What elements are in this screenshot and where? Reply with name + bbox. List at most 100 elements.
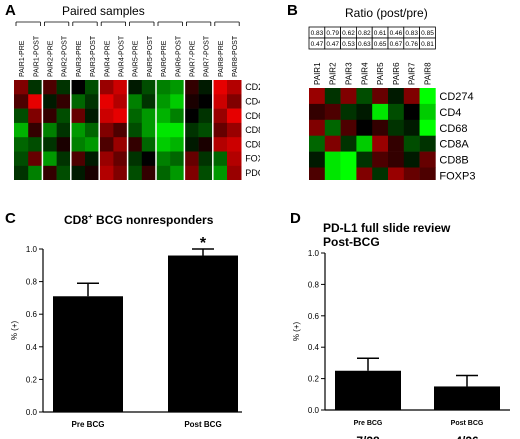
column-label: PAIR7-PRE <box>190 40 197 77</box>
heatmap-cell <box>419 135 436 152</box>
y-tick-label: 0.2 <box>26 375 38 384</box>
heatmap-cell <box>56 80 72 95</box>
heatmap-cell <box>340 135 357 152</box>
ratio-value: 0.65 <box>374 41 387 48</box>
heatmap-cell <box>14 137 29 152</box>
heatmap-cell <box>14 165 29 180</box>
heatmap-cell <box>212 165 228 180</box>
heatmap-cell <box>227 165 242 180</box>
heatmap-cell <box>403 135 420 152</box>
heatmap-cell <box>309 151 326 168</box>
column-label: PAIR8-POST <box>232 35 239 77</box>
ratio-value: 0.85 <box>421 30 434 37</box>
ratio-value: 0.47 <box>311 41 324 48</box>
heatmap-cell <box>99 151 114 167</box>
panel-c-title-rest: BCG nonresponders <box>92 213 214 227</box>
heatmap-cell <box>372 103 389 121</box>
column-label: PAIR7-POST <box>204 35 211 77</box>
heatmap-cell <box>356 151 373 168</box>
heatmap-cell <box>156 80 171 95</box>
category-label: Post BCG <box>451 420 484 427</box>
heatmap-cell <box>70 137 86 152</box>
heatmap-cell <box>141 80 157 95</box>
significance-marker: * <box>200 235 207 252</box>
panel-a-title: Paired samples <box>62 4 145 18</box>
heatmap-cell <box>198 80 214 95</box>
heatmap-cell <box>70 94 86 109</box>
heatmap-cell <box>184 80 199 95</box>
y-axis-label: % (+) <box>10 321 19 341</box>
y-tick-label: 0.8 <box>26 278 38 287</box>
heatmap-cell <box>340 103 357 121</box>
ratio-value: 0.53 <box>342 41 355 48</box>
row-label: CD4 <box>439 107 461 119</box>
heatmap-cell <box>156 165 171 180</box>
ratio-cell <box>419 37 436 50</box>
panel-d-title: PD-L1 full slide review Post-BCG <box>323 221 450 249</box>
column-label: PAIR8-PRE <box>218 40 225 77</box>
heatmap-cell <box>113 122 128 138</box>
heatmap-cell <box>127 94 143 109</box>
bar <box>335 370 401 410</box>
row-label: CD4 <box>245 96 260 106</box>
bar-chart-cd8: 0.0 0.2 0.4 0.6 0.8 1.0 % (+) Pre BCG Post BCG * <box>10 235 242 429</box>
column-label: PAIR3-POST <box>90 35 97 77</box>
heatmap-cell <box>372 167 389 180</box>
panel-d-letter: D <box>290 210 301 227</box>
y-tick-label: 0.4 <box>308 343 320 352</box>
heatmap-cell <box>42 122 57 138</box>
y-tick-label: 0.4 <box>26 343 38 352</box>
row-label: CD274 <box>439 91 473 103</box>
heatmap-cell <box>28 122 43 138</box>
heatmap-cell <box>85 80 100 95</box>
ratio-value: 0.76 <box>405 41 418 48</box>
heatmap-cell <box>403 103 420 121</box>
heatmap-cell <box>170 122 185 138</box>
heatmap-cell <box>356 103 373 121</box>
heatmap-cell <box>141 151 157 167</box>
heatmap-cell <box>28 165 43 180</box>
heatmap-cell <box>388 151 405 168</box>
heatmap-cell <box>14 94 29 109</box>
column-label: PAIR5-POST <box>147 35 154 77</box>
heatmap-cell <box>198 137 214 152</box>
column-label: PAIR7 <box>408 62 417 85</box>
heatmap-cell <box>28 80 43 95</box>
heatmap-cell <box>419 88 436 105</box>
ratio-value: 0.82 <box>358 30 371 37</box>
heatmap-cell <box>28 94 43 109</box>
heatmap-cell <box>113 151 128 167</box>
heatmap-cell <box>388 103 405 121</box>
heatmap-cell <box>324 119 341 136</box>
count-label: 7/28 <box>356 434 380 439</box>
column-label: PAIR6 <box>392 62 401 85</box>
row-label: CD8B <box>245 139 260 149</box>
panel-c-title: CD8+ BCG nonresponders <box>64 212 213 227</box>
heatmap-paired-samples: PAIR1-PRE PAIR1-POST PAIR2-PRE PAIR2-POST PA… <box>14 21 260 180</box>
heatmap-cell <box>56 122 72 138</box>
heatmap-cell <box>170 137 185 152</box>
panel-b-title: Ratio (post/pre) <box>345 6 428 20</box>
heatmap-cell <box>198 94 214 109</box>
heatmap-cell <box>99 80 114 95</box>
heatmap-cell <box>340 167 357 180</box>
category-label: Pre BCG <box>354 420 383 427</box>
heatmap-cell <box>141 108 157 124</box>
heatmap-cell <box>85 137 100 152</box>
row-label: CD274 <box>245 82 260 92</box>
heatmap-cell <box>184 94 199 109</box>
heatmap-cell <box>42 151 57 167</box>
heatmap-cell <box>127 80 143 95</box>
heatmap-cell <box>14 80 29 95</box>
heatmap-cell <box>42 165 57 180</box>
heatmap-cell <box>227 80 242 95</box>
heatmap-cell <box>113 137 128 152</box>
heatmap-cell <box>85 151 100 167</box>
column-label: PAIR3-PRE <box>76 40 83 77</box>
heatmap-cell <box>156 108 171 124</box>
ratio-value: 0.46 <box>390 30 403 37</box>
heatmap-cell <box>56 108 72 124</box>
column-label: PAIR1-PRE <box>19 40 26 77</box>
heatmap-cell <box>403 88 420 105</box>
ratio-value: 0.81 <box>421 41 434 48</box>
